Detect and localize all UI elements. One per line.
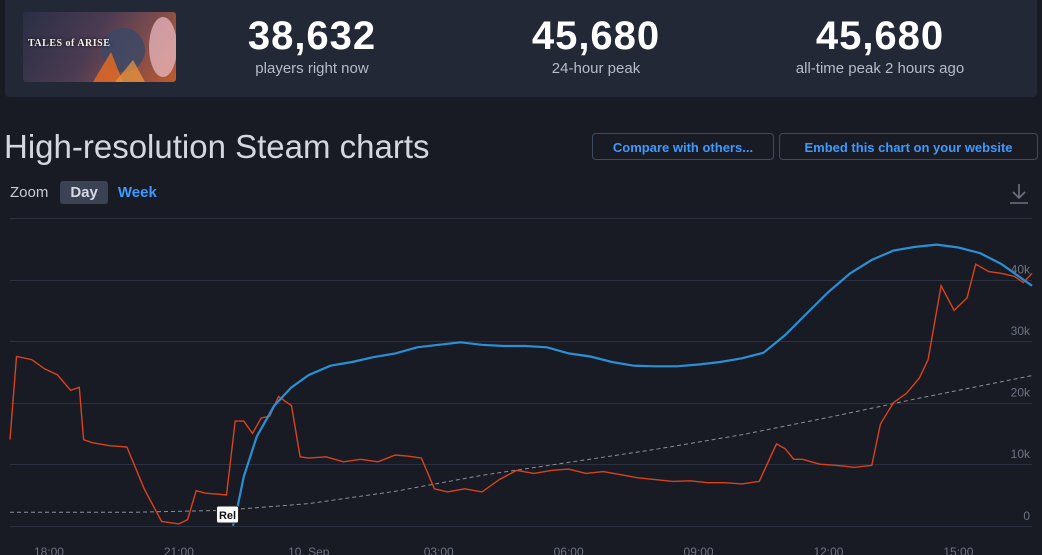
chart-series (9, 243, 1033, 527)
y-tick-label: 40k (1011, 263, 1031, 277)
series-line-trend (10, 375, 1033, 513)
x-tick-label: 21:00 (164, 545, 194, 555)
x-tick-label: 06:00 (554, 545, 584, 555)
embed-chart-button[interactable]: Embed this chart on your website (779, 133, 1038, 160)
y-tick-label: 10k (1011, 447, 1031, 461)
x-tick-label: 12:00 (813, 545, 843, 555)
game-artwork (93, 17, 176, 82)
stats-bar: TALES of ARISE 38,632 players right now … (5, 0, 1037, 97)
zoom-week-button[interactable]: Week (117, 183, 157, 201)
stat-value: 45,680 (531, 14, 661, 58)
stat-value: 38,632 (247, 14, 377, 58)
zoom-label: Zoom (10, 183, 49, 201)
stat-label: players right now (255, 60, 369, 77)
game-thumbnail[interactable]: TALES of ARISE (23, 12, 176, 82)
release-annotation-label: Rel (219, 510, 236, 522)
stat-label: 24-hour peak (551, 60, 641, 77)
x-tick-label: 10. Sep (288, 545, 330, 555)
x-tick-label: 18:00 (34, 545, 64, 555)
stat-all-time-peak: 45,680 all-time peak 2 hours ago (765, 12, 995, 77)
game-logo-text: TALES of ARISE (28, 38, 111, 49)
y-tick-label: 30k (1011, 324, 1031, 338)
x-tick-label: 15:00 (943, 545, 973, 555)
download-icon[interactable] (1008, 182, 1030, 206)
section-title: High-resolution Steam charts (4, 128, 430, 165)
chart-labels: 0 10k 20k 30k 40k 18:00 21:00 10. Sep 03:00 06:00… (34, 263, 1031, 555)
series-line-players (231, 243, 1033, 527)
x-tick-label: 03:00 (424, 545, 454, 555)
y-tick-label: 0 (1023, 509, 1030, 523)
y-tick-label: 20k (1011, 386, 1031, 400)
chart-grid (10, 218, 1032, 527)
zoom-day-button[interactable]: Day (60, 180, 108, 204)
player-count-chart: 0 10k 20k 30k 40k 18:00 21:00 10. Sep 03:00 06:00… (9, 218, 1033, 555)
stat-label: all-time peak 2 hours ago (795, 60, 965, 77)
stat-current-players: 38,632 players right now (217, 12, 407, 77)
x-tick-label: 09:00 (684, 545, 714, 555)
stat-24h-peak: 45,680 24-hour peak (501, 12, 691, 77)
stat-value: 45,680 (815, 14, 945, 58)
zoom-controls: Zoom Day Week (10, 180, 167, 204)
compare-button[interactable]: Compare with others... (592, 133, 774, 160)
release-annotation-box (216, 505, 240, 524)
series-line-twitch (9, 263, 1033, 525)
